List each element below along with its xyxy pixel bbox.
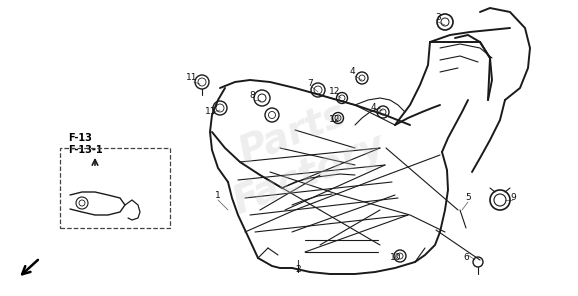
Text: 10: 10 [390,253,402,263]
Text: 12: 12 [329,88,340,96]
Text: 7: 7 [307,78,313,88]
Text: 6: 6 [463,253,469,263]
Text: 8: 8 [249,91,255,101]
Text: 11: 11 [186,73,198,83]
Text: 4: 4 [370,104,376,112]
Text: 12: 12 [329,115,340,125]
Text: F-13-1: F-13-1 [68,145,103,155]
Text: 9: 9 [510,194,516,202]
Text: 11: 11 [205,107,217,117]
Text: 2: 2 [295,265,301,274]
Text: F-13: F-13 [68,133,92,143]
Text: 3: 3 [435,14,441,22]
Text: 4: 4 [349,67,355,76]
Text: 5: 5 [465,194,471,202]
Text: Parts
Factory: Parts Factory [210,86,391,222]
Text: 1: 1 [215,192,221,200]
